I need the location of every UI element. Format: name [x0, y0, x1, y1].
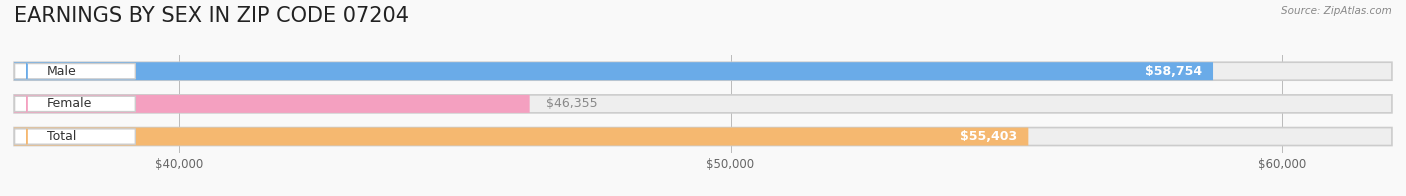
- FancyBboxPatch shape: [14, 64, 135, 79]
- FancyBboxPatch shape: [14, 128, 1392, 145]
- Text: $58,754: $58,754: [1144, 65, 1202, 78]
- Text: Male: Male: [48, 65, 77, 78]
- Text: Total: Total: [48, 130, 76, 143]
- FancyBboxPatch shape: [14, 62, 1213, 80]
- FancyBboxPatch shape: [14, 95, 530, 113]
- Text: Female: Female: [48, 97, 93, 110]
- FancyBboxPatch shape: [14, 128, 1028, 145]
- FancyBboxPatch shape: [14, 96, 135, 112]
- Text: Source: ZipAtlas.com: Source: ZipAtlas.com: [1281, 6, 1392, 16]
- FancyBboxPatch shape: [14, 129, 135, 144]
- Text: $55,403: $55,403: [960, 130, 1018, 143]
- Text: EARNINGS BY SEX IN ZIP CODE 07204: EARNINGS BY SEX IN ZIP CODE 07204: [14, 6, 409, 26]
- FancyBboxPatch shape: [14, 62, 1392, 80]
- FancyBboxPatch shape: [14, 95, 1392, 113]
- Text: $46,355: $46,355: [546, 97, 598, 110]
